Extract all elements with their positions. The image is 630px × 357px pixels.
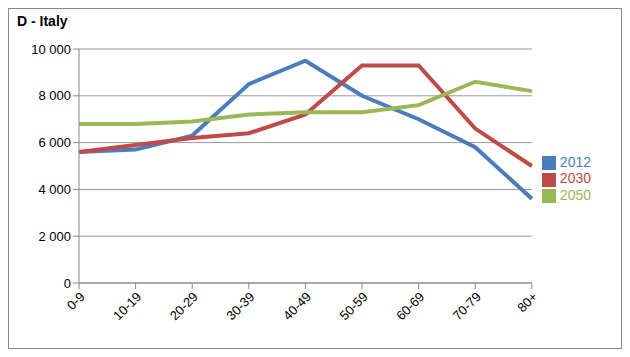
html-text:2012: 2012 <box>559 154 591 170</box>
svg-text:2 000: 2 000 <box>38 229 71 244</box>
svg-text:60-69: 60-69 <box>393 289 427 323</box>
svg-text:20-29: 20-29 <box>167 289 201 323</box>
svg-text:10 000: 10 000 <box>31 42 71 57</box>
svg-text:70-79: 70-79 <box>450 289 484 323</box>
svg-text:0: 0 <box>64 276 71 291</box>
svg-text:0-9: 0-9 <box>64 289 88 313</box>
html-text:2050: 2050 <box>559 186 591 203</box>
html-text:2030: 2030 <box>559 170 591 187</box>
svg-text:30-39: 30-39 <box>223 289 257 323</box>
svg-text:8 000: 8 000 <box>38 88 71 103</box>
svg-text:50-59: 50-59 <box>337 289 371 323</box>
svg-text:6 000: 6 000 <box>38 135 71 150</box>
svg-text:4 000: 4 000 <box>38 182 71 197</box>
html-text:D - Italy: D - Italy <box>17 13 68 29</box>
svg-text:80+: 80+ <box>514 289 540 315</box>
svg-text:40-49: 40-49 <box>280 289 314 323</box>
svg-text:10-19: 10-19 <box>110 289 144 323</box>
